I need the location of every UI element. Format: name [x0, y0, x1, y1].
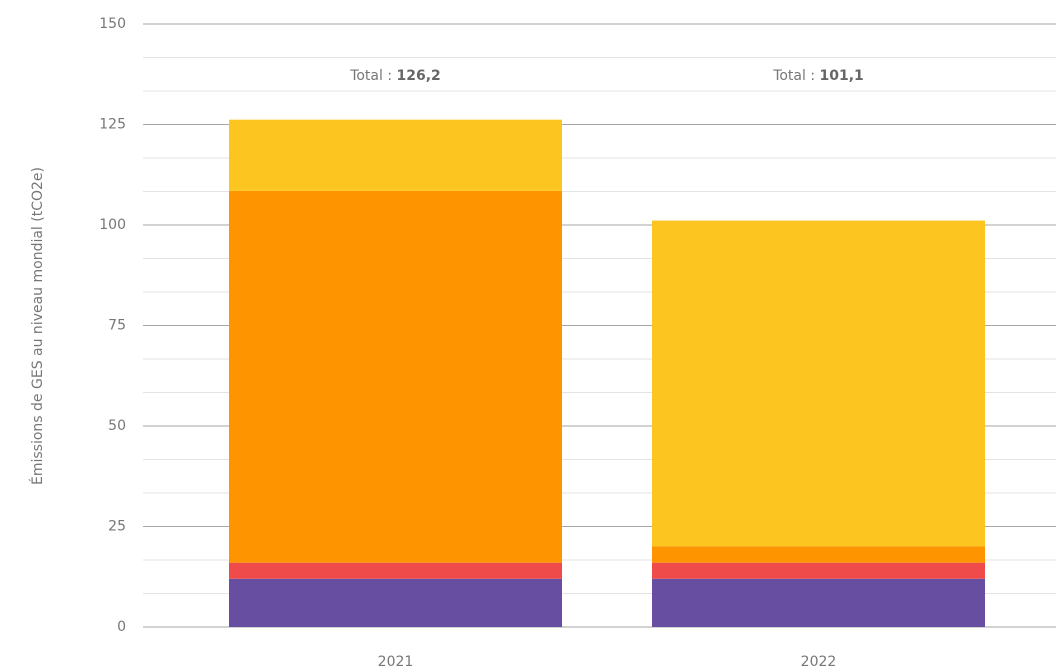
bar-segment [229, 578, 562, 627]
y-tick-label: 75 [108, 318, 126, 334]
x-tick-label: 2021 [378, 654, 414, 670]
y-tick-label: 25 [108, 519, 126, 535]
y-tick-label: 150 [99, 16, 126, 32]
x-tick-label: 2022 [801, 654, 837, 670]
bar-segment [229, 190, 562, 563]
bar-segment [229, 119, 562, 191]
total-prefix: Total : [772, 68, 819, 84]
y-tick-label: 50 [108, 418, 126, 434]
y-tick-label: 0 [117, 619, 126, 635]
total-value: 126,2 [397, 68, 441, 84]
bar-segment [652, 578, 985, 627]
total-label: Total : 101,1 [772, 68, 864, 84]
y-tick-label: 100 [99, 217, 126, 233]
total-value: 101,1 [820, 68, 864, 84]
total-label: Total : 126,2 [349, 68, 441, 84]
bar-segment [652, 546, 985, 563]
bar-segment [652, 562, 985, 579]
total-prefix: Total : [349, 68, 396, 84]
y-tick-label: 125 [99, 117, 126, 133]
y-axis-label: Émissions de GES au niveau mondial (tCO2… [29, 167, 46, 485]
bar-segment [652, 220, 985, 547]
bar-segment [229, 562, 562, 579]
